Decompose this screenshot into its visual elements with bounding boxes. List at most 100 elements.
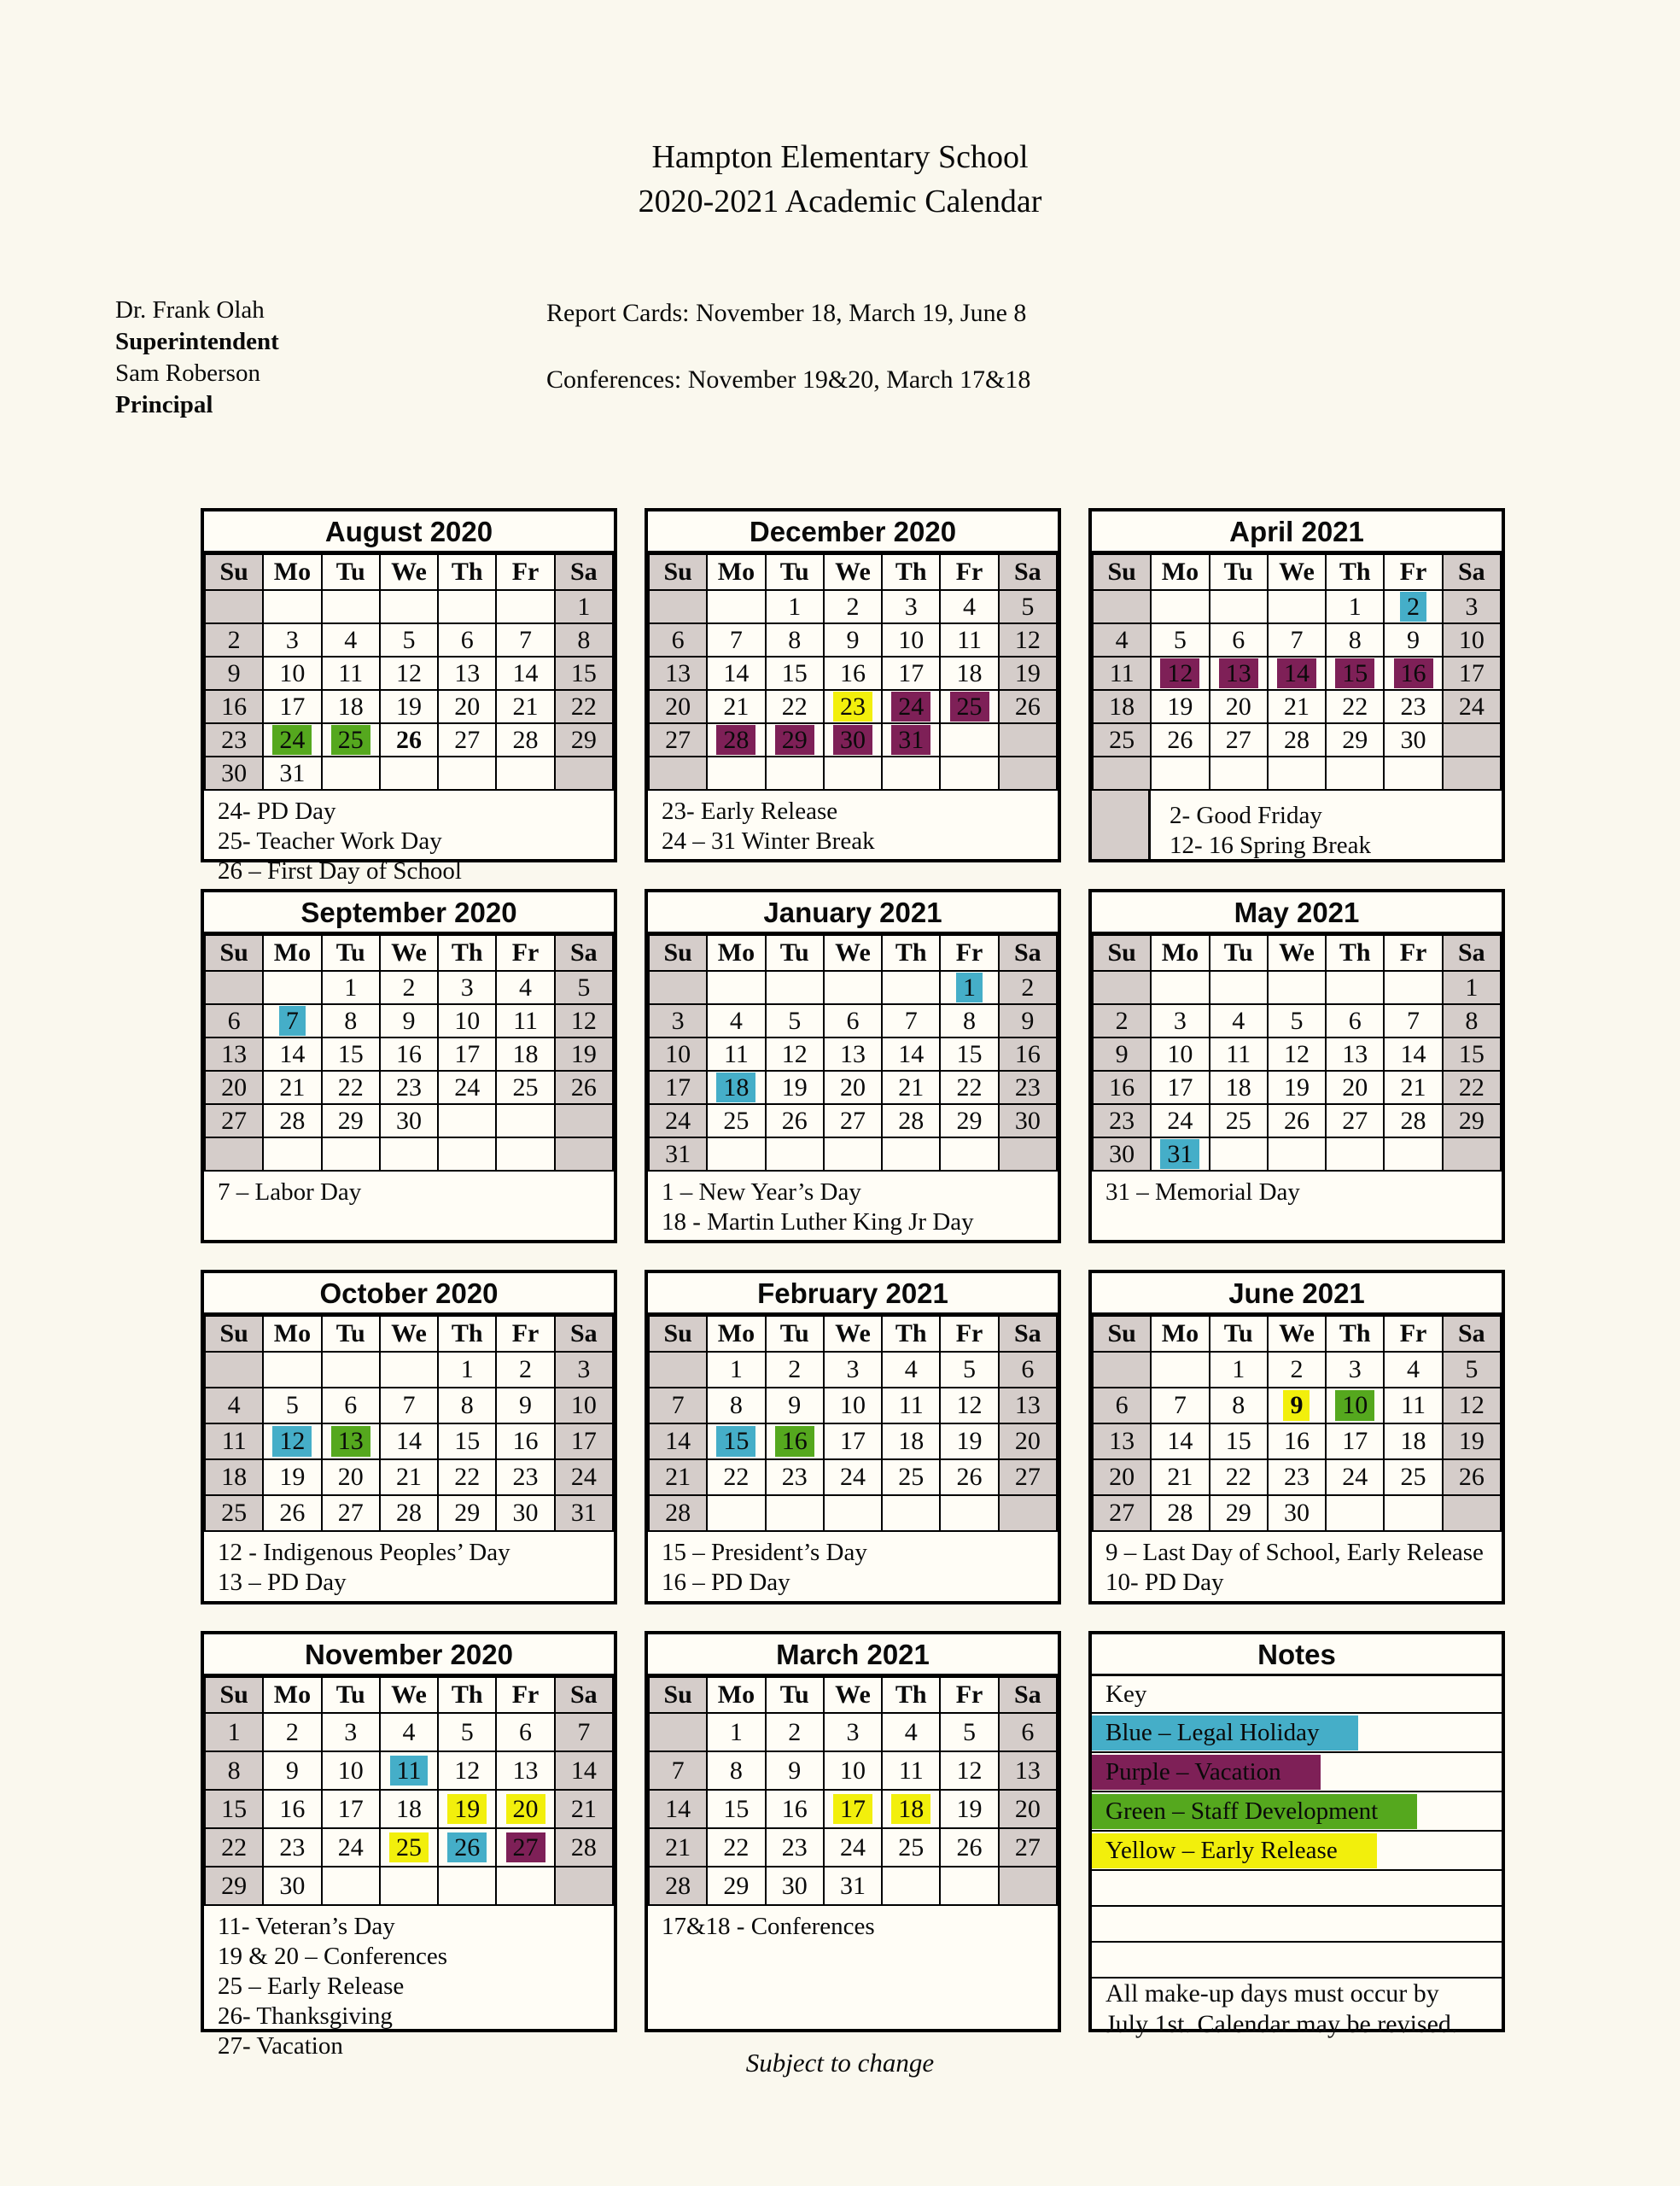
note-line: 12- 16 Spring Break: [1170, 832, 1371, 859]
day-cell: 10: [1325, 1387, 1385, 1424]
empty-cell: [495, 1103, 556, 1138]
empty-cell: [262, 1137, 323, 1172]
day-cell: 6: [997, 1351, 1059, 1388]
day-of-week-header: Su: [203, 553, 265, 591]
day-cell: 8: [939, 1003, 1000, 1038]
key-swatch-blue: Blue – Legal Holiday: [1092, 1715, 1359, 1751]
day-cell: 9: [997, 1003, 1059, 1038]
month-january-2021: January 2021 Su Mo Tu We Th Fr Sa 1 2 3 4 5 6 7 8 9 10 11 1…: [645, 889, 1061, 1243]
day-cell: 19: [764, 1070, 825, 1105]
highlight-yellow: 19: [447, 1793, 487, 1825]
day-cell: 11: [378, 1751, 440, 1791]
empty-cell: [647, 1712, 709, 1752]
highlight-purple: 31: [891, 725, 931, 755]
day-cell: 13: [203, 1037, 265, 1072]
day-cell: 4: [881, 1712, 942, 1752]
highlight-yellow: 23: [832, 692, 872, 722]
day-of-week-header: Su: [647, 1315, 709, 1353]
week-row: 7 8 9 10 11 12 13: [647, 1387, 1059, 1424]
empty-cell: [203, 1351, 265, 1388]
day-cell: 15: [320, 1037, 381, 1072]
highlight-blue: 2: [1400, 592, 1427, 622]
day-cell: 2: [1383, 589, 1444, 624]
day-cell: 16: [764, 1423, 825, 1460]
day-of-week-header: Th: [1325, 1315, 1385, 1353]
week-row: 14 15 16 17 18 19 20: [647, 1789, 1059, 1829]
day-cell: 17: [881, 656, 942, 691]
note-line: 13 – PD Day: [218, 1569, 347, 1596]
empty-cell: [1208, 589, 1269, 624]
month-notes: 23- Early Release 24 – 31 Winter Break: [648, 791, 1058, 859]
empty-cell: [939, 756, 1000, 791]
day-of-week-header: We: [378, 1676, 440, 1714]
empty-cell: [553, 756, 615, 791]
day-cell: 28: [647, 1866, 709, 1906]
day-cell: 10: [822, 1387, 884, 1424]
day-of-week-header: Th: [437, 1676, 498, 1714]
day-cell: 1: [706, 1351, 767, 1388]
month-calendar-grid: Su Mo Tu We Th Fr Sa 1 2 3 4 5 6 7 8 9 10 11 12 13 14 15 16 17 1…: [647, 1315, 1059, 1532]
day-cell: 2: [378, 970, 440, 1005]
day-cell: 2: [764, 1351, 825, 1388]
day-cell: 24: [647, 1103, 709, 1138]
day-cell: 21: [495, 689, 556, 724]
day-of-week-header: Sa: [1441, 934, 1502, 972]
day-cell: 22: [437, 1458, 498, 1496]
day-cell: 20: [647, 689, 709, 724]
day-cell: 19: [939, 1789, 1000, 1829]
day-cell: 14: [1383, 1037, 1444, 1072]
day-cell: 4: [1208, 1003, 1269, 1038]
day-cell: 27: [822, 1103, 884, 1138]
day-cell: 2: [262, 1712, 323, 1752]
day-cell: 24: [822, 1458, 884, 1496]
day-cell: 17: [1441, 656, 1502, 691]
day-cell: 14: [647, 1423, 709, 1460]
month-notes: 15 – President’s Day 16 – PD Day: [648, 1532, 1058, 1601]
day-cell: 13: [1325, 1037, 1385, 1072]
day-cell: 3: [1325, 1351, 1385, 1388]
day-cell: 14: [706, 656, 767, 691]
empty-cell: [553, 1137, 615, 1172]
day-cell: 29: [1325, 722, 1385, 757]
day-cell: 28: [881, 1103, 942, 1138]
day-cell: 2: [1091, 1003, 1152, 1038]
day-cell: 7: [881, 1003, 942, 1038]
day-cell: 26: [764, 1103, 825, 1138]
day-of-week-header: Sa: [553, 1315, 615, 1353]
empty-cell: [997, 1866, 1059, 1906]
day-cell: 8: [706, 1751, 767, 1791]
day-cell: 30: [1266, 1494, 1327, 1532]
day-cell: 24: [881, 689, 942, 724]
day-cell: 9: [495, 1387, 556, 1424]
day-cell: 1: [203, 1712, 265, 1752]
day-cell: 8: [1325, 622, 1385, 658]
day-of-week-header: We: [1266, 934, 1327, 972]
day-cell: 30: [203, 756, 265, 791]
day-of-week-header: Sa: [1441, 553, 1502, 591]
highlight-yellow: 17: [832, 1793, 872, 1825]
day-cell: 18: [203, 1458, 265, 1496]
day-of-week-header: Tu: [1208, 553, 1269, 591]
day-cell: 25: [706, 1103, 767, 1138]
day-cell: 19: [553, 1037, 615, 1072]
day-of-week-header: Th: [437, 934, 498, 972]
week-row: 30 31: [1091, 1137, 1502, 1172]
day-cell: 13: [495, 1751, 556, 1791]
day-cell: 8: [764, 622, 825, 658]
month-notes: 31 – Memorial Day: [1092, 1172, 1502, 1240]
day-cell: 7: [262, 1003, 323, 1038]
day-cell: 30: [1383, 722, 1444, 757]
week-row: 23 24 25 26 27 28 29: [203, 722, 615, 757]
empty-cell: [706, 1494, 767, 1532]
day-of-week-header: Sa: [553, 553, 615, 591]
day-cell: 3: [647, 1003, 709, 1038]
day-cell: 1: [320, 970, 381, 1005]
day-cell: 23: [764, 1458, 825, 1496]
day-cell: 3: [437, 970, 498, 1005]
month-notes: 24- PD Day 25- Teacher Work Day 26 – First…: [204, 791, 614, 885]
day-cell: 9: [764, 1751, 825, 1791]
month-title: August 2020: [204, 511, 614, 553]
week-row: 18 19 20 21 22 23 24: [1091, 689, 1502, 724]
